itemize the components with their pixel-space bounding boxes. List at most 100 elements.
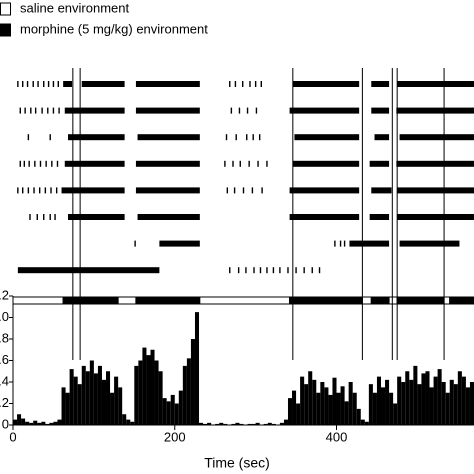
histogram-bar [69, 369, 74, 425]
raster-burst [64, 107, 125, 114]
raster-burst [61, 187, 125, 194]
raster-burst [294, 134, 360, 141]
histogram-bar [469, 382, 474, 425]
environment-segment [199, 296, 291, 305]
histogram-bar [45, 423, 50, 425]
histogram-bar [296, 403, 301, 425]
histogram-bar [283, 419, 288, 425]
histogram-bar [207, 422, 212, 425]
histogram-bar [138, 360, 143, 425]
histogram-bar [405, 371, 410, 425]
environment-segment [443, 296, 451, 305]
raster-burst [371, 81, 390, 87]
histogram-bar [110, 392, 115, 425]
histogram-bar [203, 423, 208, 425]
histogram-bar [385, 379, 390, 425]
histogram-bar [162, 398, 167, 425]
environment-segment [370, 296, 390, 305]
raster-burst [374, 134, 390, 141]
histogram-bar [65, 392, 70, 425]
raster-burst [135, 160, 200, 167]
histogram-bar [437, 369, 442, 425]
histogram-bar [320, 382, 325, 425]
raster-burst [64, 160, 125, 167]
histogram-bar [239, 423, 244, 425]
histogram-bar [433, 376, 438, 425]
raster-burst [292, 81, 360, 87]
histogram-bar [401, 382, 406, 425]
environment-segment [289, 296, 363, 305]
histogram-bar [364, 421, 369, 425]
histogram-bar [17, 414, 22, 425]
y-tick-label: 0.6 [0, 352, 9, 367]
histogram-bar [465, 387, 470, 425]
environment-segment [12, 296, 64, 305]
raster-burst [396, 160, 474, 167]
raster-burst [399, 240, 460, 247]
histogram-bar [263, 423, 268, 425]
histogram-bar [344, 401, 349, 425]
raster-burst [135, 107, 200, 114]
histogram-bar [340, 386, 345, 425]
histogram-bar [97, 365, 102, 425]
histogram-bar [445, 392, 450, 425]
histogram-bar [166, 401, 171, 425]
raster-burst [135, 81, 200, 87]
histogram-bar [267, 422, 272, 425]
histogram-bar [429, 387, 434, 425]
environment-segment [135, 296, 201, 305]
histogram-bar [25, 421, 30, 425]
histogram-bar [389, 392, 394, 425]
histogram-bar [235, 422, 240, 425]
raster-burst [159, 240, 200, 247]
raster-burst [137, 214, 200, 220]
histogram-bar [57, 419, 62, 425]
histogram-bar [33, 420, 38, 425]
environment-segment [361, 296, 372, 305]
histogram-bar [53, 421, 58, 425]
histogram-bar [292, 390, 297, 425]
histogram-bar [178, 390, 183, 425]
y-tick-label: 0.8 [0, 330, 9, 345]
histogram-bar [409, 379, 414, 425]
environment-segment [396, 296, 445, 305]
histogram-bar [126, 419, 131, 425]
raster-burst [397, 187, 474, 194]
histogram-bar [449, 379, 454, 425]
histogram-bar [380, 387, 386, 425]
histogram-bar [461, 376, 466, 425]
x-tick-label: 0 [9, 429, 16, 444]
histogram-bar [413, 365, 418, 425]
histogram-bar [316, 392, 321, 425]
raster-burst [289, 107, 360, 114]
histogram-bar [328, 394, 333, 425]
histogram-bar [312, 379, 317, 425]
histogram-bar [142, 347, 147, 425]
raster-burst [369, 160, 390, 167]
histogram-bar [223, 423, 228, 425]
histogram-bar [106, 371, 111, 425]
legend-label: saline environment [20, 0, 130, 15]
raster-burst [292, 160, 360, 167]
histogram-bar [300, 376, 305, 425]
environment-segment [62, 296, 119, 305]
histogram-bar [41, 421, 46, 425]
histogram-bar [186, 358, 191, 425]
histogram-bar [425, 371, 430, 425]
histogram-bar [190, 339, 195, 425]
raster-burst [369, 214, 390, 220]
histogram-bar [251, 423, 256, 425]
histogram-bar [215, 423, 220, 425]
histogram-bar [49, 422, 54, 425]
histogram-bar [457, 371, 462, 425]
histogram-bar [194, 312, 200, 425]
histogram-bar [453, 384, 458, 425]
histogram-bar [150, 349, 155, 425]
y-tick-label: 0.4 [0, 373, 9, 388]
histogram-bar [417, 384, 422, 425]
y-tick-label: 1.2 [0, 287, 9, 302]
environment-segment [117, 296, 137, 305]
histogram-bar [397, 376, 402, 425]
raster-burst [137, 134, 200, 141]
